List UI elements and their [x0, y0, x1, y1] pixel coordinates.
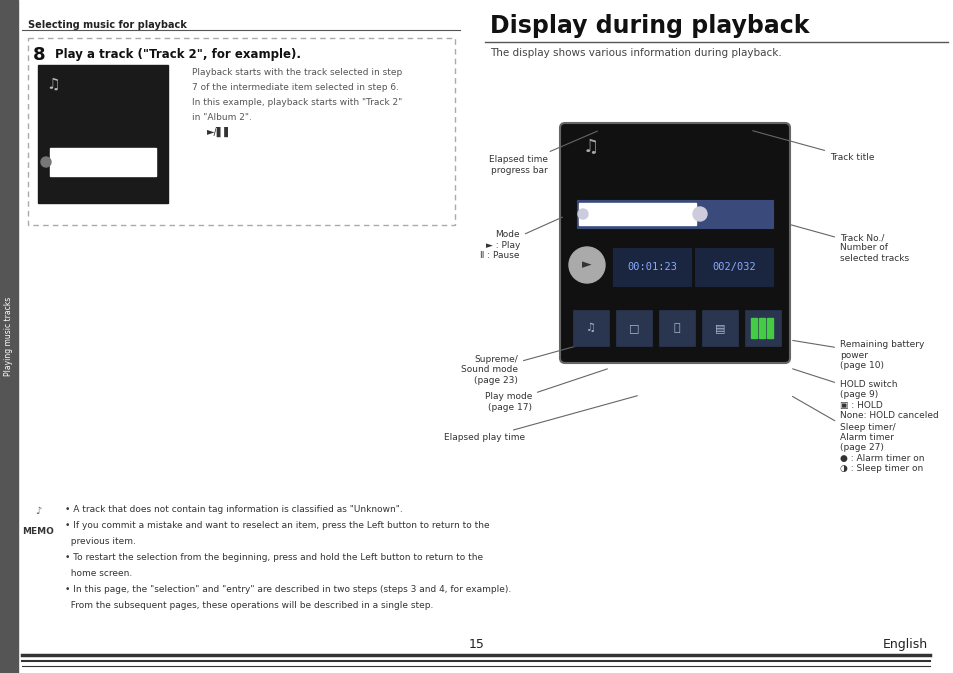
- Text: 002/032: 002/032: [711, 262, 755, 272]
- Bar: [28, 38, 455, 225]
- Text: 15: 15: [469, 638, 484, 651]
- Text: ►/▌▌: ►/▌▌: [207, 127, 233, 137]
- Text: Selecting music for playback: Selecting music for playback: [28, 20, 187, 30]
- Bar: [578, 203, 696, 225]
- Bar: [194, 118, 245, 146]
- Text: home screen.: home screen.: [65, 569, 132, 578]
- Bar: [744, 310, 781, 346]
- Bar: [750, 318, 757, 338]
- Text: in "Album 2".: in "Album 2".: [192, 113, 252, 122]
- FancyBboxPatch shape: [559, 123, 789, 363]
- Text: ♫: ♫: [46, 77, 59, 92]
- Text: From the subsequent pages, these operations will be described in a single step.: From the subsequent pages, these operati…: [65, 601, 433, 610]
- Bar: [50, 148, 156, 176]
- Text: Track title: Track title: [752, 131, 874, 162]
- Text: previous item.: previous item.: [65, 537, 135, 546]
- Text: Play mode
(page 17): Play mode (page 17): [484, 369, 607, 412]
- Text: ♫: ♫: [585, 323, 596, 333]
- Text: MEMO: MEMO: [22, 527, 54, 536]
- Text: Sleep timer/
Alarm timer
(page 27)
● : Alarm timer on
◑ : Sleep timer on: Sleep timer/ Alarm timer (page 27) ● : A…: [792, 396, 923, 473]
- Text: Display during playback: Display during playback: [490, 14, 809, 38]
- Bar: [573, 310, 608, 346]
- Text: In this example, playback starts with "Track 2": In this example, playback starts with "T…: [192, 98, 402, 107]
- Text: ⏰: ⏰: [673, 323, 679, 333]
- Text: Supreme/
Sound mode
(page 23): Supreme/ Sound mode (page 23): [460, 346, 577, 385]
- Text: 8: 8: [33, 46, 46, 64]
- Text: • If you commit a mistake and want to reselect an item, press the Left button to: • If you commit a mistake and want to re…: [65, 521, 489, 530]
- Circle shape: [578, 209, 587, 219]
- Text: ►: ►: [581, 258, 591, 271]
- Text: 7 of the intermediate item selected in step 6.: 7 of the intermediate item selected in s…: [192, 83, 398, 92]
- Text: Elapsed time
progress bar: Elapsed time progress bar: [489, 131, 597, 175]
- Bar: [38, 65, 168, 203]
- Bar: [0, 0, 18, 673]
- Text: Playback starts with the track selected in step: Playback starts with the track selected …: [192, 68, 402, 77]
- Text: ♫: ♫: [582, 138, 598, 156]
- Text: English: English: [882, 638, 927, 651]
- Bar: [616, 310, 651, 346]
- Bar: [659, 310, 695, 346]
- Text: Play a track ("Track 2", for example).: Play a track ("Track 2", for example).: [55, 48, 301, 61]
- Bar: [613, 248, 690, 286]
- Text: • A track that does not contain tag information is classified as "Unknown".: • A track that does not contain tag info…: [65, 505, 402, 514]
- Text: □: □: [628, 323, 639, 333]
- Text: Playing music tracks: Playing music tracks: [5, 297, 13, 376]
- Bar: [759, 318, 764, 338]
- Text: • In this page, the "selection" and "entry" are described in two steps (steps 3 : • In this page, the "selection" and "ent…: [65, 585, 511, 594]
- Text: The display shows various information during playback.: The display shows various information du…: [490, 48, 781, 58]
- Text: Elapsed play time: Elapsed play time: [443, 396, 637, 443]
- Bar: [577, 200, 772, 228]
- Text: ♪: ♪: [35, 506, 41, 516]
- Text: ▤: ▤: [714, 323, 724, 333]
- Circle shape: [568, 247, 604, 283]
- Circle shape: [692, 207, 706, 221]
- Text: 00:01:23: 00:01:23: [626, 262, 677, 272]
- Text: • To restart the selection from the beginning, press and hold the Left button to: • To restart the selection from the begi…: [65, 553, 482, 562]
- Circle shape: [41, 157, 51, 167]
- Bar: [766, 318, 772, 338]
- Bar: [695, 248, 772, 286]
- Text: Remaining battery
power
(page 10): Remaining battery power (page 10): [792, 340, 923, 370]
- Text: Track No./
Number of
selected tracks: Track No./ Number of selected tracks: [790, 225, 908, 263]
- Text: Mode
► : Play
Ⅱ : Pause: Mode ► : Play Ⅱ : Pause: [480, 217, 562, 260]
- Bar: [701, 310, 738, 346]
- Text: HOLD switch
(page 9)
▣ : HOLD
None: HOLD canceled: HOLD switch (page 9) ▣ : HOLD None: HOLD…: [792, 369, 938, 420]
